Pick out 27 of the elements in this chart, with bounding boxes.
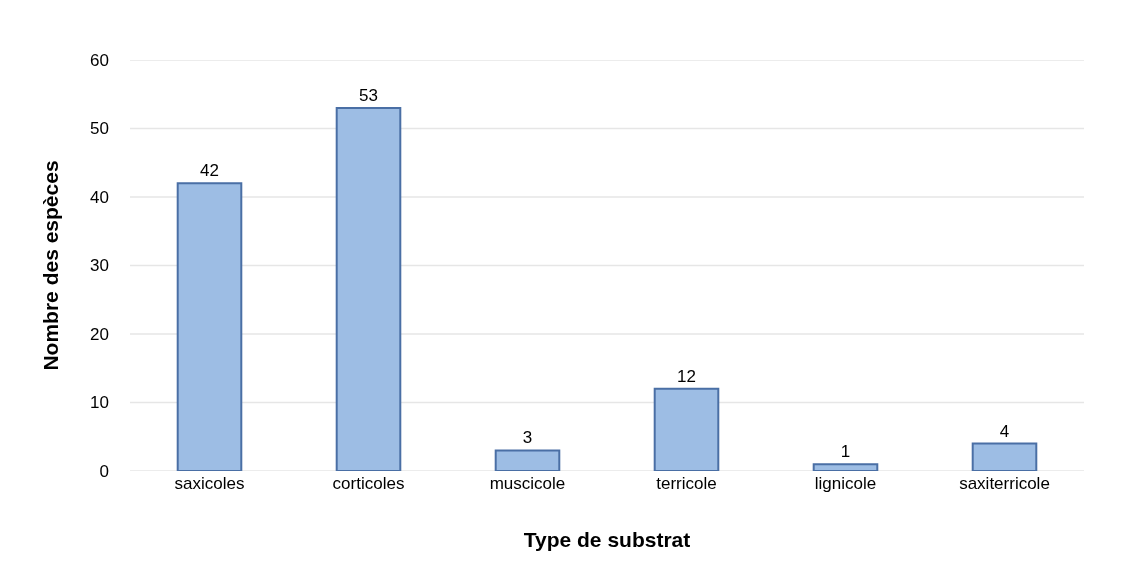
data-label: 53 xyxy=(359,85,378,105)
y-tick-label: 40 xyxy=(90,187,109,207)
x-tick-label: terricole xyxy=(656,474,717,493)
data-label: 4 xyxy=(999,421,1010,441)
y-tick-label: 10 xyxy=(90,393,109,413)
x-tick-label: saxicoles xyxy=(174,474,245,493)
data-label: 42 xyxy=(200,161,219,181)
y-tick-label: 30 xyxy=(90,256,109,276)
y-tick-label: 50 xyxy=(90,119,109,139)
y-tick-label: 0 xyxy=(99,461,109,481)
data-label: 3 xyxy=(522,428,533,448)
data-label: 1 xyxy=(840,442,851,462)
bar xyxy=(494,449,561,471)
bar xyxy=(176,182,243,471)
x-tick-label: corticoles xyxy=(332,474,405,493)
x-tick-label: muscicole xyxy=(489,474,566,493)
bar xyxy=(335,106,402,471)
bar xyxy=(971,442,1038,471)
x-tick-label: saxiterricole xyxy=(959,474,1050,493)
x-axis-title: Type de substrat xyxy=(523,528,691,552)
y-tick-label: 20 xyxy=(90,324,109,344)
y-tick-label: 60 xyxy=(90,50,109,70)
data-label: 12 xyxy=(677,366,696,386)
x-tick-label: lignicole xyxy=(814,474,877,493)
y-axis-title: Nombre des espèces xyxy=(39,160,63,371)
bar xyxy=(812,463,879,471)
bar xyxy=(653,387,720,471)
